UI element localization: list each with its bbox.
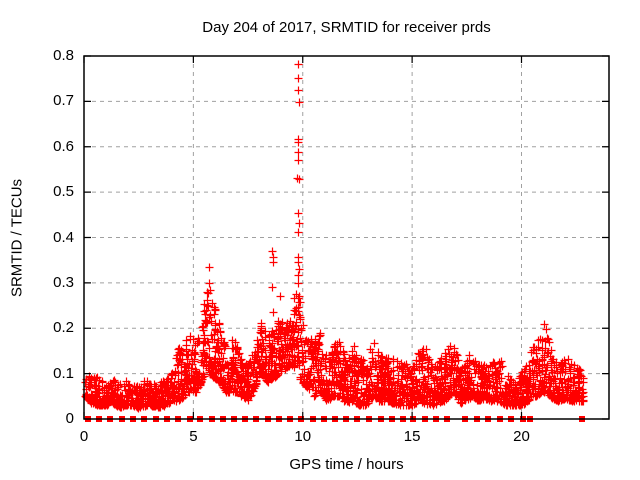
x-tick-label: 10 xyxy=(294,428,312,445)
x-tick-label: 0 xyxy=(79,428,89,445)
grid-lines xyxy=(84,56,609,419)
y-tick-label: 0.1 xyxy=(53,364,74,382)
y-tick-label: 0.3 xyxy=(53,273,74,291)
y-tick-label: 0.2 xyxy=(53,319,74,337)
x-axis-label: GPS time / hours xyxy=(289,456,404,473)
y-tick-label: 0.8 xyxy=(53,47,74,64)
chart-title: Day 204 of 2017, SRMTID for receiver prd… xyxy=(202,19,491,36)
axis-ticks xyxy=(83,55,609,420)
x-tick-label: 20 xyxy=(513,428,530,445)
x-tick-label: 15 xyxy=(403,428,421,445)
y-tick-label: 0.4 xyxy=(53,228,74,246)
x-tick-label: 5 xyxy=(189,428,198,445)
y-tick-label: 0.7 xyxy=(53,92,74,110)
y-tick-label: 0.5 xyxy=(53,183,74,201)
y-tick-label: 0.6 xyxy=(53,137,74,155)
series-srmtid-points xyxy=(81,60,588,413)
y-tick-label: 0 xyxy=(65,410,74,427)
